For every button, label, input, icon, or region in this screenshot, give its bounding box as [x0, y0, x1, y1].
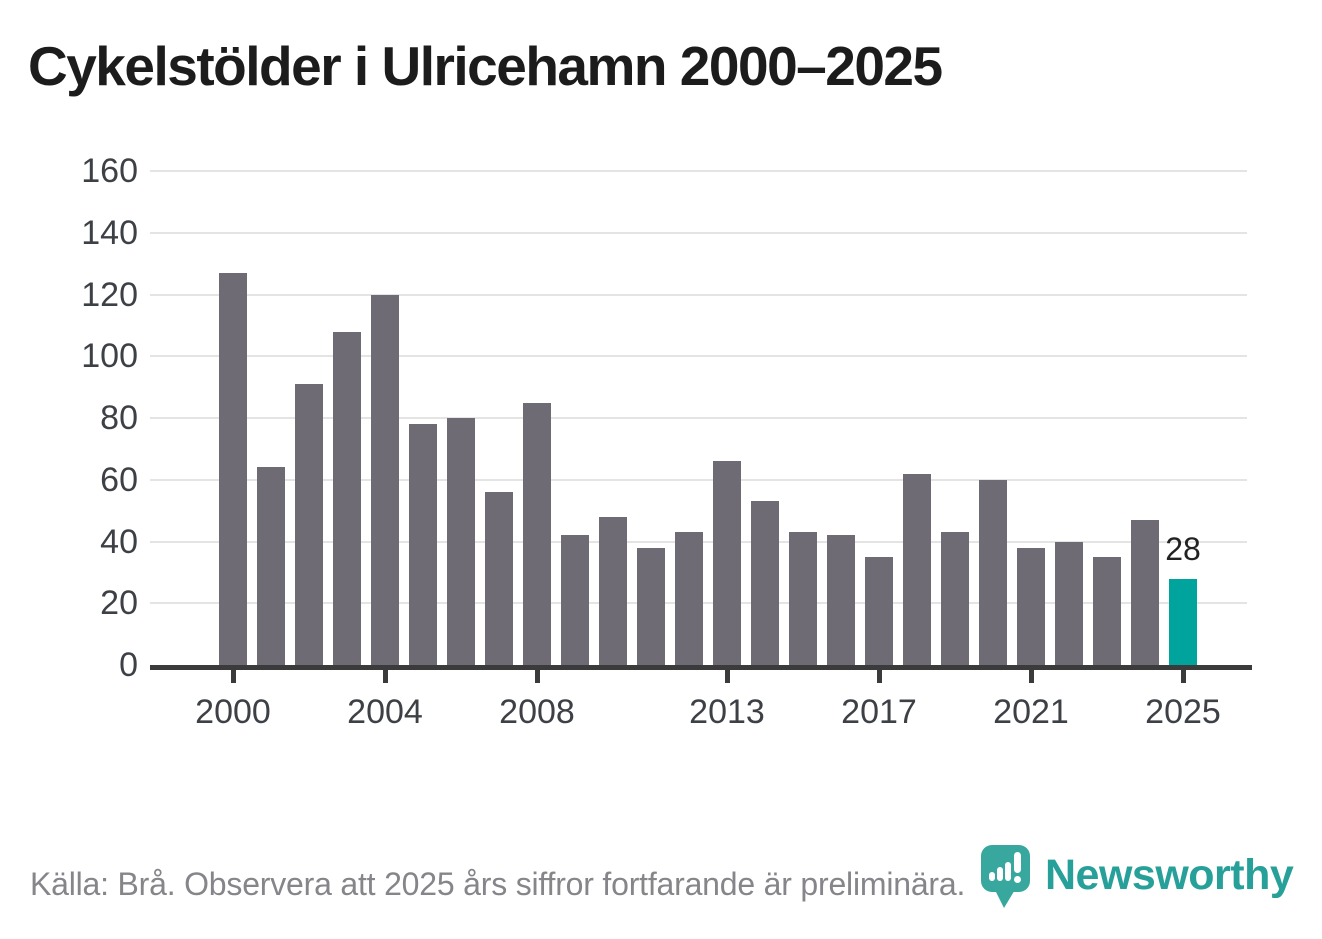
bar-2018 [903, 473, 931, 665]
gridline-140 [150, 231, 1247, 234]
highlight-value-label: 28 [1165, 530, 1201, 567]
x-axis-label-2000: 2000 [195, 693, 271, 731]
x-tick-2004 [382, 670, 388, 683]
y-axis-label-120: 120 [81, 275, 138, 314]
x-tick-2025 [1180, 670, 1186, 683]
chart-title: Cykelstölder i Ulricehamn 2000–2025 [28, 35, 943, 97]
bar-2014 [751, 501, 779, 665]
bar-2003 [333, 331, 361, 665]
x-axis-label-2025: 2025 [1145, 693, 1221, 731]
gridline-100 [150, 355, 1247, 358]
y-axis-label-80: 80 [100, 399, 138, 437]
bar-2000 [219, 272, 247, 665]
newsworthy-wordmark: Newsworthy [1045, 851, 1294, 899]
x-axis-label-2017: 2017 [841, 693, 917, 731]
bar-2017 [865, 556, 893, 665]
x-axis-label-2008: 2008 [499, 693, 575, 731]
bar-2004 [371, 294, 399, 665]
bar-2025 [1169, 578, 1197, 665]
x-axis-line [150, 665, 1252, 670]
gridline-80 [150, 417, 1247, 419]
bar-2013 [713, 461, 741, 665]
bar-2016 [827, 535, 855, 665]
x-axis-label-2021: 2021 [993, 693, 1069, 731]
bar-2009 [561, 535, 589, 665]
source-note: Källa: Brå. Observera att 2025 års siffr… [30, 866, 966, 902]
gridline-120 [150, 293, 1247, 296]
gridline-160 [150, 170, 1247, 172]
bar-2021 [1017, 547, 1045, 665]
bar-2001 [257, 467, 285, 665]
bar-2024 [1131, 519, 1159, 665]
bar-2015 [789, 532, 817, 665]
x-tick-2017 [876, 670, 882, 683]
x-tick-2000 [230, 670, 236, 683]
newsworthy-badge-icon [981, 845, 1030, 908]
y-axis-label-160: 160 [81, 152, 138, 190]
y-axis-label-100: 100 [81, 337, 138, 376]
x-tick-2008 [534, 670, 540, 683]
bar-2020 [979, 479, 1007, 665]
bar-2002 [295, 384, 323, 665]
bar-2012 [675, 532, 703, 665]
y-axis-label-60: 60 [100, 460, 138, 499]
bar-2010 [599, 516, 627, 665]
bar-2019 [941, 532, 969, 665]
y-axis-label-140: 140 [81, 213, 138, 252]
y-axis-label-40: 40 [100, 522, 138, 561]
bar-2011 [637, 547, 665, 665]
bar-2007 [485, 492, 513, 665]
x-tick-2021 [1028, 670, 1034, 683]
gridline-60 [150, 478, 1247, 481]
newsworthy-logo: Newsworthy [981, 845, 1294, 911]
y-axis-label-0: 0 [119, 646, 138, 684]
x-tick-2013 [724, 670, 730, 683]
x-axis-label-2004: 2004 [347, 693, 423, 731]
bar-2008 [523, 402, 551, 665]
x-axis-label-2013: 2013 [689, 693, 765, 731]
bar-2005 [409, 424, 437, 665]
bar-2023 [1093, 556, 1121, 665]
bar-2022 [1055, 541, 1083, 665]
y-axis-label-20: 20 [100, 584, 138, 623]
bar-2006 [447, 418, 475, 665]
